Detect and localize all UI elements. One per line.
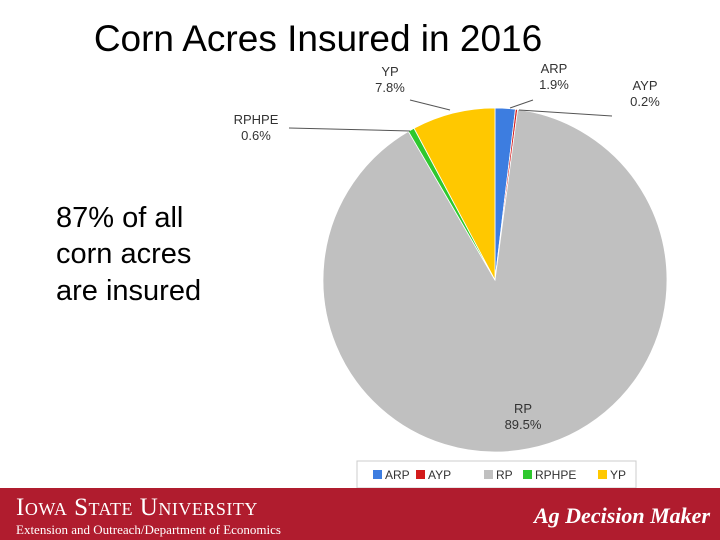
slide-title: Corn Acres Insured in 2016 [93,18,543,59]
slice-label-rphpe: RPHPE [234,112,279,127]
legend-label-arp: ARP [385,468,410,482]
pie-slice-rp [322,109,668,453]
side-text-line-1: 87% of all [56,202,184,234]
slice-value-rp: 89.5% [505,417,542,432]
leader-line-rphpe [288,127,411,132]
legend-swatch-rp [484,470,493,479]
legend-box [356,460,637,489]
side-text: 87% of all corn acres are insured [56,200,306,309]
side-text-line-3: are insured [56,274,202,307]
leader-line-yp [409,99,451,111]
legend-label-ayp: AYP [428,468,451,482]
brand-text: Ag Decision Maker [534,503,710,528]
legend-swatch-ayp [416,470,425,479]
slice-label-yp: YP [381,64,398,79]
legend-swatch-arp [373,470,382,479]
slice-label-ayp: AYP [632,78,657,93]
legend-label-yp: YP [610,468,626,482]
university-wordmark: Iowa State University [16,494,258,521]
slice-value-yp: 7.8% [375,80,405,95]
legend-swatch-rphpe [523,470,532,479]
legend-swatch-yp [598,470,607,479]
slice-value-arp: 1.9% [539,77,569,92]
slice-value-rphpe: 0.6% [241,128,271,143]
leader-line-arp [509,99,534,109]
slice-value-ayp: 0.2% [630,94,660,109]
legend-label-rp: RP [496,468,513,482]
slice-label-rp: RP [514,401,532,416]
leader-line-ayp [518,109,613,117]
legend-label-rphpe: RPHPE [535,468,576,482]
pie-slice-yp [413,107,496,281]
department-text: Extension and Outreach/Department of Eco… [16,522,281,537]
footer-bar: Iowa State University Extension and Outr… [0,488,720,540]
side-text-line-2: corn acres [56,238,192,271]
slice-label-arp: ARP [541,61,568,76]
